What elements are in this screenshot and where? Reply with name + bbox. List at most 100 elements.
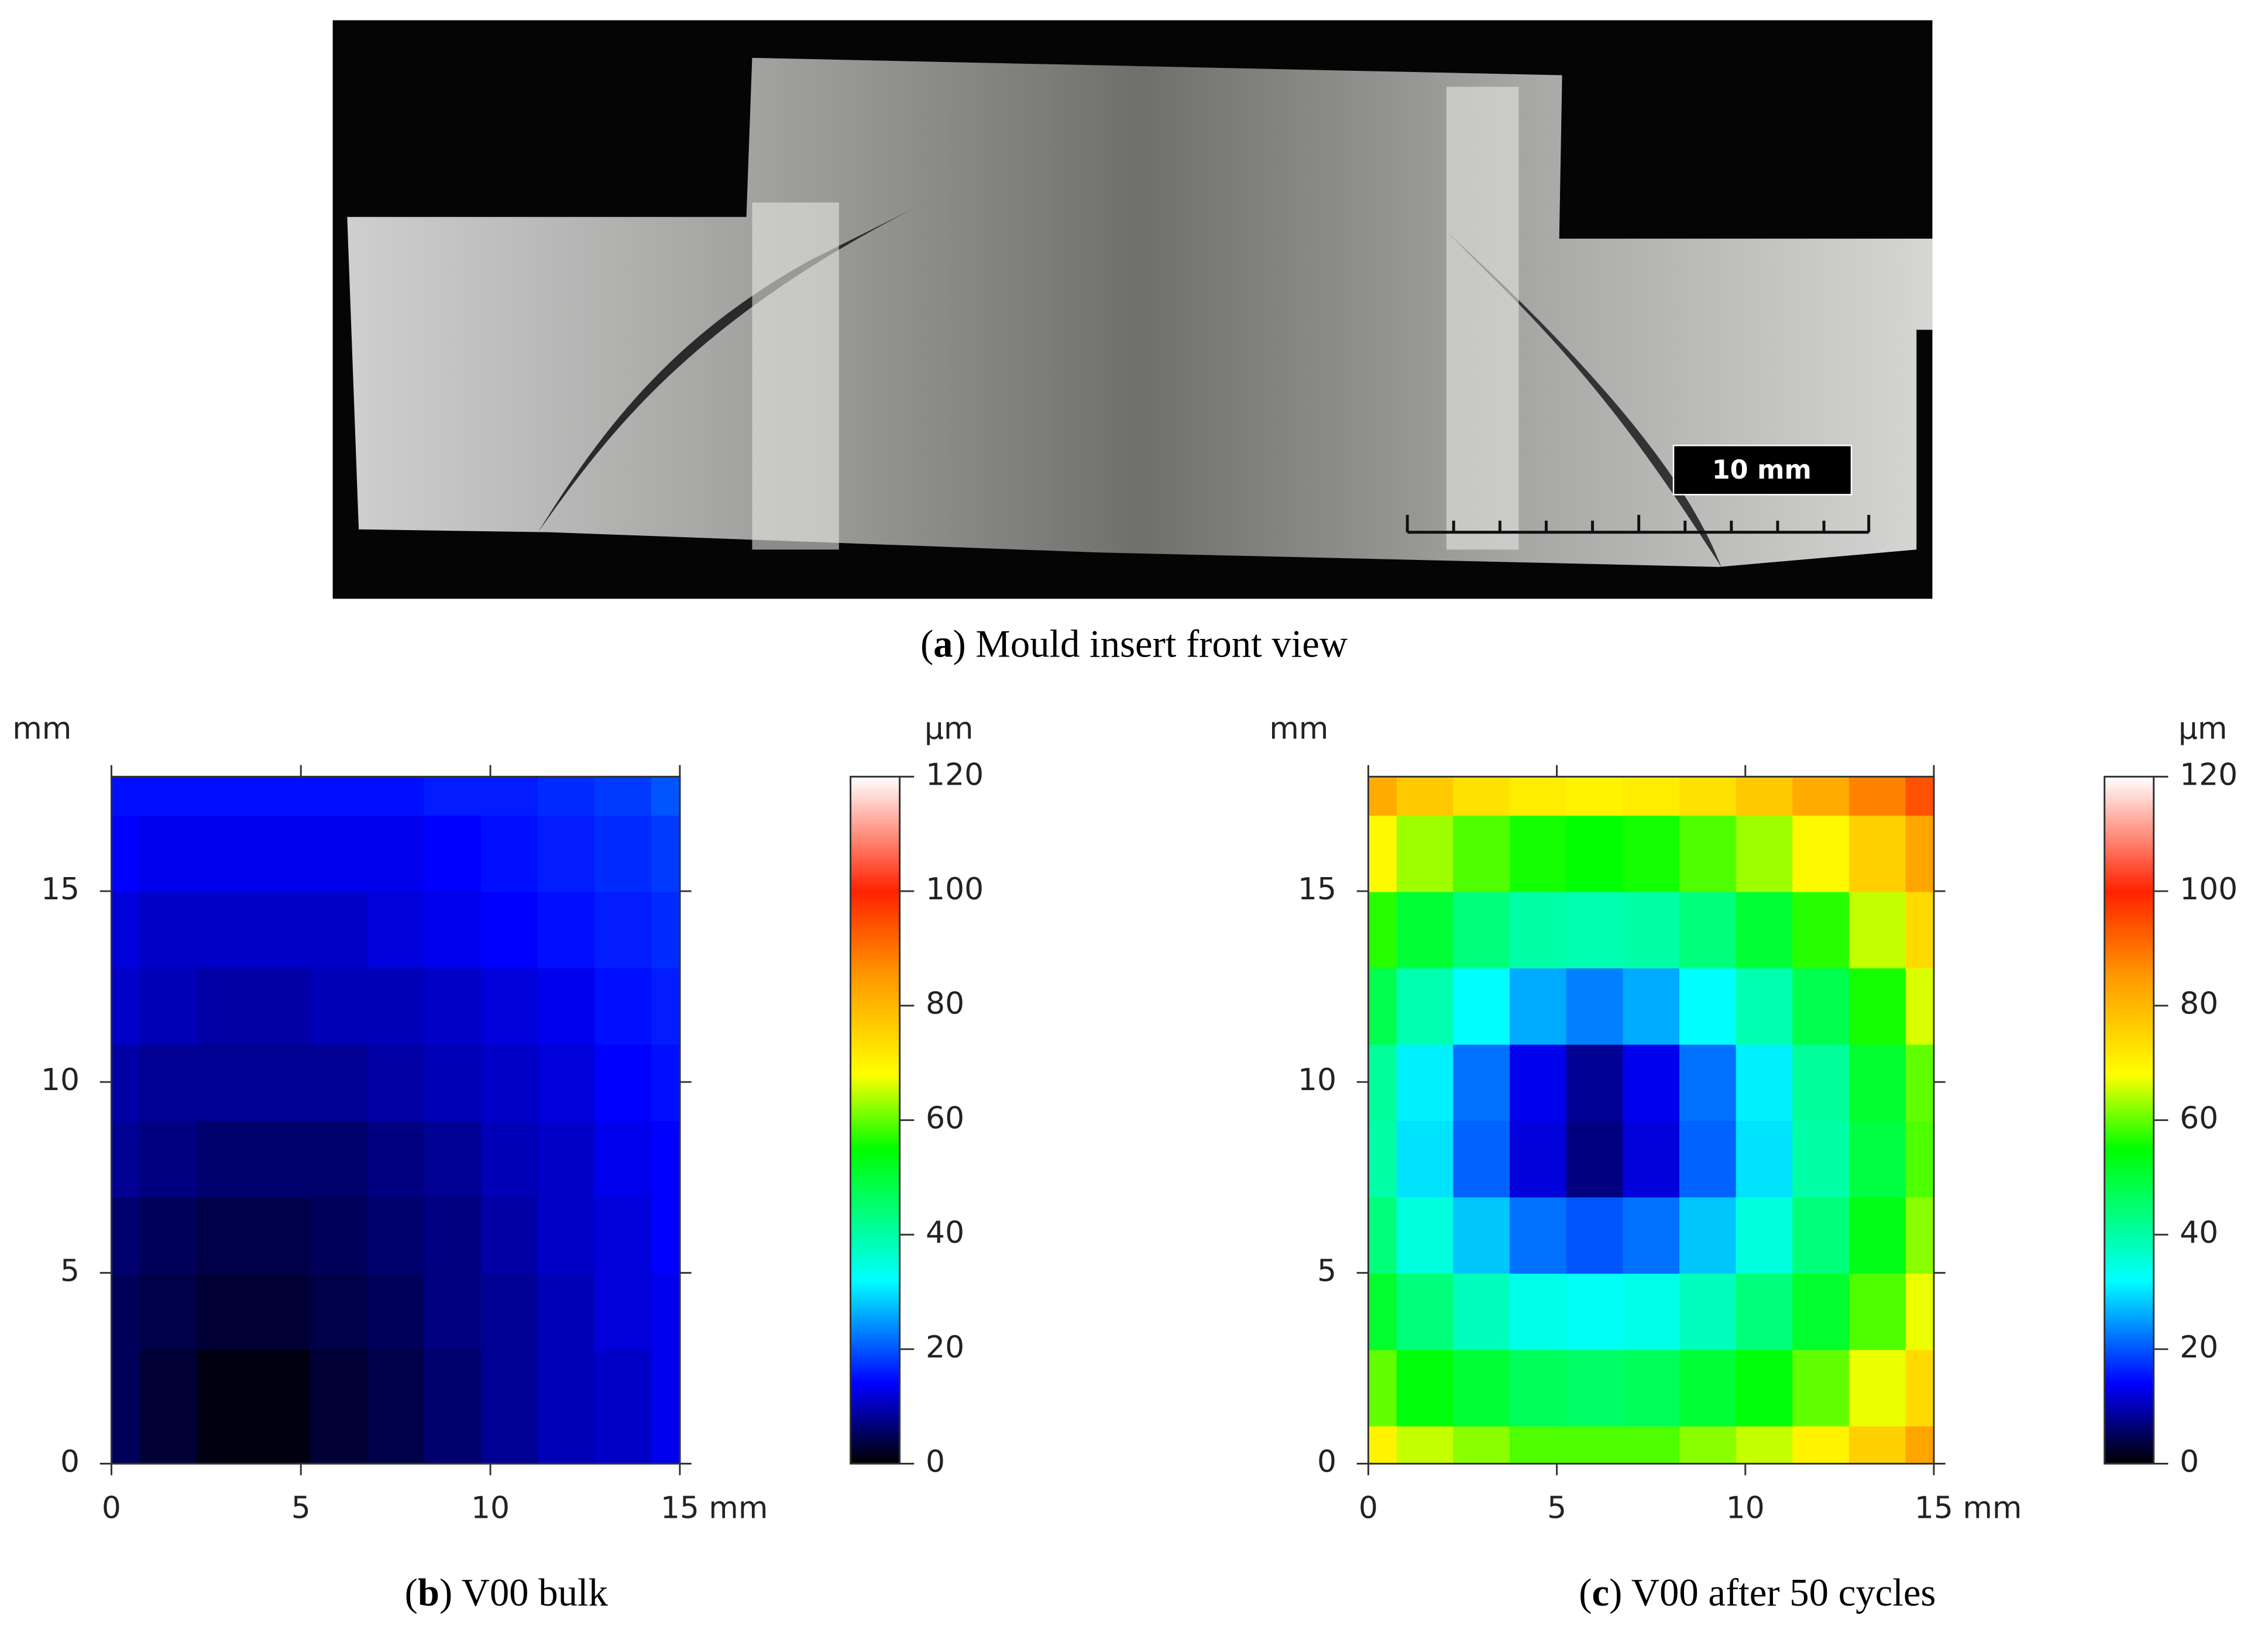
heat-cell: [595, 1043, 652, 1121]
heat-cell: [253, 1425, 311, 1465]
heat-cell: [1792, 1196, 1850, 1274]
y-tick-label: 10: [1298, 1063, 1336, 1098]
heat-cell: [1679, 814, 1737, 892]
heat-cell: [111, 814, 141, 892]
heat-cell: [1623, 967, 1681, 1045]
heat-cell: [1623, 1043, 1681, 1121]
heat-cell: [310, 1120, 369, 1198]
highlight: [1446, 87, 1519, 550]
heat-cell: [367, 1425, 425, 1465]
heat-cell: [197, 776, 255, 816]
heat-cell: [1453, 1349, 1511, 1427]
x-axis-label: mm: [709, 1491, 768, 1526]
heat-cell: [651, 776, 681, 816]
colorbar-tick-label: 80: [2180, 987, 2218, 1022]
heat-cell: [1566, 1349, 1624, 1427]
heat-cell: [1566, 1425, 1624, 1465]
heat-cell: [1453, 1043, 1511, 1121]
heat-cell: [651, 967, 681, 1045]
y-tick-label: 15: [41, 872, 80, 907]
heat-cell: [310, 967, 369, 1045]
heat-cell: [139, 1120, 198, 1198]
heat-cell: [651, 1425, 681, 1465]
heat-cell: [197, 891, 255, 969]
heat-cell: [424, 814, 482, 892]
heat-cell: [1792, 1349, 1850, 1427]
heat-cell: [367, 967, 425, 1045]
heat-cell: [367, 776, 425, 816]
heat-cell: [253, 1349, 311, 1427]
heat-cell: [1510, 1425, 1568, 1465]
x-tick-label: 0: [102, 1491, 121, 1526]
colorbar-tick-label: 100: [2180, 872, 2238, 907]
heat-cell: [367, 1273, 425, 1350]
heat-cell: [310, 1425, 369, 1465]
heat-cell: [1905, 1349, 1935, 1427]
heat-cell: [424, 1349, 482, 1427]
scale-label: 10 mm: [1712, 455, 1812, 485]
x-tick-label: 15: [661, 1491, 699, 1526]
heat-cell: [1679, 1120, 1737, 1198]
heat-cell: [480, 967, 539, 1045]
heat-cell: [111, 891, 141, 969]
caption: (b) V00 bulk: [405, 1572, 609, 1614]
caption-letter: a: [933, 623, 953, 666]
y-axis-label: mm: [1269, 711, 1328, 746]
heat-cell: [1368, 814, 1398, 892]
heat-cell: [1396, 1043, 1454, 1121]
heat-cell: [367, 891, 425, 969]
heat-cell: [1905, 1120, 1935, 1198]
heat-cell: [1396, 776, 1454, 816]
heatmap: [111, 776, 681, 1465]
heat-cell: [1792, 967, 1850, 1045]
heat-cell: [1905, 1273, 1935, 1350]
heat-cell: [1848, 1349, 1907, 1427]
heat-cell: [424, 1120, 482, 1198]
heat-cell: [1736, 776, 1793, 816]
heat-cell: [1736, 1043, 1793, 1121]
heat-cell: [1848, 1043, 1907, 1121]
heat-cell: [1510, 891, 1568, 969]
heat-cell: [1905, 776, 1935, 816]
heat-cell: [1396, 1349, 1454, 1427]
heat-cell: [595, 967, 652, 1045]
plot-frame: [110, 775, 681, 1465]
heat-cell: [253, 1196, 311, 1274]
heat-cell: [197, 1425, 255, 1465]
y-axis-label: mm: [12, 711, 71, 746]
heat-cell: [197, 814, 255, 892]
heat-cell: [424, 1196, 482, 1274]
heat-cell: [253, 1120, 311, 1198]
heat-cell: [480, 1196, 539, 1274]
heat-cell: [139, 1196, 198, 1274]
heat-cell: [139, 1349, 198, 1427]
heat-cell: [111, 776, 141, 816]
heat-cell: [595, 1120, 652, 1198]
colorbar-tick-label: 20: [926, 1330, 964, 1365]
heat-cell: [1679, 891, 1737, 969]
heat-cell: [1566, 967, 1624, 1045]
heat-cell: [310, 776, 369, 816]
heat-cell: [480, 1043, 539, 1121]
heat-cell: [1736, 1196, 1793, 1274]
heat-cell: [1566, 1196, 1624, 1274]
x-tick-label: 10: [471, 1491, 510, 1526]
heat-cell: [1623, 1273, 1681, 1350]
heat-cell: [1679, 1425, 1737, 1465]
colorbar-tick-label: 100: [926, 872, 984, 907]
colorbar-tick-label: 0: [926, 1444, 945, 1479]
heat-cell: [310, 1196, 369, 1274]
heat-cell: [1510, 776, 1568, 816]
heat-cell: [1623, 1425, 1681, 1465]
heat-cell: [1848, 1273, 1907, 1350]
colorbar-tick-label: 80: [926, 987, 964, 1022]
heat-cell: [1905, 967, 1935, 1045]
colorbar: [850, 775, 901, 1465]
heat-cell: [480, 776, 539, 816]
caption-part: (: [1579, 1572, 1592, 1614]
mould-insert: [347, 57, 1933, 567]
heat-cell: [537, 891, 596, 969]
heat-cell: [139, 1425, 198, 1465]
heat-cell: [1510, 1349, 1568, 1427]
heat-cell: [1623, 891, 1681, 969]
